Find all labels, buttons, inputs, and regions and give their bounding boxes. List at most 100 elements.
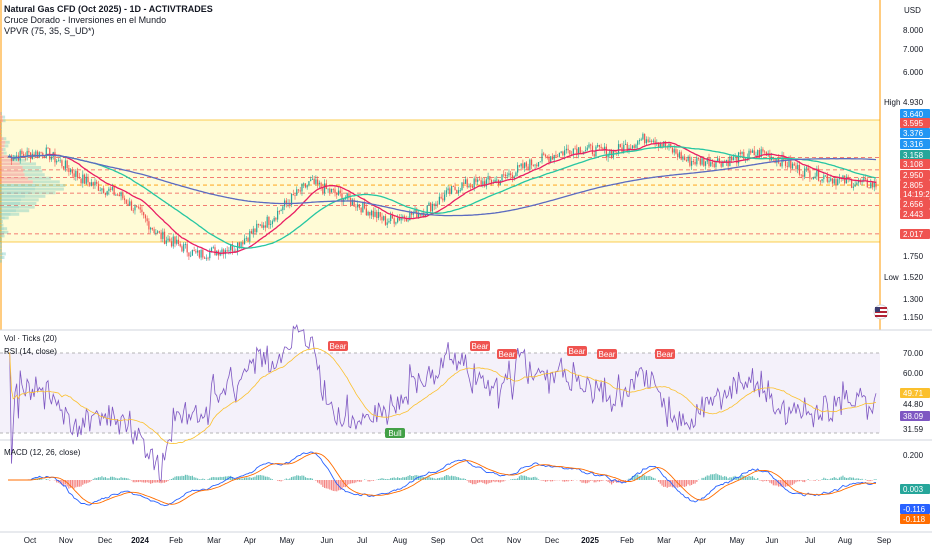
candle-body [433, 203, 435, 206]
candle-body [637, 141, 639, 145]
macd-histogram-bar [682, 480, 684, 487]
candle-body [511, 175, 514, 178]
candle-body [38, 152, 40, 158]
candle-body [381, 216, 383, 221]
macd-histogram-bar [804, 480, 806, 483]
candle-body [496, 179, 498, 181]
macd-histogram-bar [748, 475, 750, 480]
volume-profile-bar [0, 238, 2, 241]
signal-tag [497, 349, 517, 359]
volume-profile-bar [1, 238, 2, 241]
candle-body [645, 139, 647, 144]
macd-histogram-bar [238, 478, 240, 480]
macd-histogram-bar [330, 480, 333, 491]
signal-label: Bear [599, 350, 616, 359]
macd-histogram-bar [456, 476, 458, 480]
macd-histogram-bar [303, 475, 305, 480]
candle-body [522, 163, 524, 169]
volume-profile-bar [0, 191, 31, 195]
macd-histogram-bar [870, 480, 872, 482]
macd-histogram-bar [89, 480, 91, 483]
macd-pane-title[interactable]: MACD (12, 26, close) [4, 448, 81, 457]
volume-profile-bar [5, 140, 10, 144]
candle-body [642, 133, 644, 140]
candle-body [277, 210, 279, 220]
candle-body [365, 208, 367, 216]
macd-histogram-bar [317, 480, 319, 483]
macd-histogram-bar [739, 476, 741, 480]
candle-body [557, 156, 559, 158]
volume-profile-bar [0, 115, 3, 119]
candle-body [844, 175, 846, 184]
low-label: Low [884, 273, 899, 282]
candle-body [87, 176, 89, 183]
macd-histogram-bar [285, 478, 287, 480]
macd-histogram-bar [529, 477, 531, 480]
candle-body [530, 159, 533, 166]
macd-histogram-bar [268, 477, 270, 480]
macd-histogram-bar [463, 478, 465, 480]
macd-histogram-bar [266, 476, 268, 480]
candle-body [188, 252, 190, 257]
rsi-pane-title[interactable]: RSI (14, close) [4, 347, 57, 356]
macd-histogram-bar [381, 478, 383, 480]
macd-histogram-bar [369, 480, 371, 482]
volume-profile-bar [0, 169, 24, 173]
candle-body [191, 250, 193, 256]
macd-histogram-bar [63, 480, 65, 486]
candle-body [393, 218, 395, 224]
candle-body [162, 231, 164, 239]
macd-histogram-bar [461, 478, 463, 480]
macd-histogram-bar [115, 477, 117, 480]
candle-body [817, 168, 820, 181]
macd-histogram-bar [598, 480, 601, 482]
indicator-legend[interactable]: Cruce Dorado - Inversiones en el Mundo [4, 15, 167, 25]
candle-body [203, 257, 206, 259]
macd-histogram-bar [391, 477, 394, 480]
candle-body [536, 164, 538, 167]
macd-histogram-bar [527, 477, 529, 480]
candle-body [56, 160, 58, 163]
candle-body [717, 158, 719, 162]
price-tick-label: 14:19:24 [903, 190, 932, 199]
candle-body [619, 144, 621, 148]
macd-histogram-bar [203, 479, 206, 480]
candle-body [144, 215, 147, 219]
candle-body [764, 151, 766, 153]
candle-body [659, 143, 661, 147]
volume-profile-bar [1, 112, 2, 115]
volume-profile-bar [0, 133, 2, 137]
vpvr-legend[interactable]: VPVR (75, 35, S_UD*) [4, 26, 95, 36]
macd-histogram-bar [837, 478, 839, 480]
signal-label: Bear [330, 342, 347, 351]
macd-histogram-bar [87, 480, 89, 483]
macd-histogram-bar [299, 476, 301, 480]
candle-body [786, 165, 788, 167]
macd-histogram-bar [153, 480, 155, 483]
candle-body [663, 141, 665, 147]
rsi-tag-bg [900, 411, 930, 421]
candle-body [517, 165, 519, 173]
candle-body [774, 158, 776, 163]
candle-body [397, 217, 399, 223]
volume-profile-bar [3, 252, 6, 256]
price-tag-bg [900, 128, 930, 138]
macd-line [8, 451, 877, 507]
price-tick-label: 8.000 [903, 26, 924, 35]
macd-histogram-bar [82, 480, 84, 485]
macd-histogram-bar [308, 478, 310, 480]
candlestick-series [9, 132, 877, 261]
macd-histogram-bar [534, 476, 536, 480]
flag-icon[interactable] [873, 304, 889, 320]
macd-histogram-bar [689, 480, 691, 486]
volume-profile-bar [0, 126, 2, 130]
candle-body [148, 221, 150, 230]
candle-body [299, 190, 301, 192]
candle-body [875, 181, 877, 188]
macd-histogram-bar [174, 476, 176, 480]
macd-histogram-bar [123, 477, 126, 480]
vol-pane-title[interactable]: Vol · Ticks (20) [4, 334, 57, 343]
price-tag-bg [900, 199, 930, 209]
macd-histogram-bar [847, 477, 849, 480]
